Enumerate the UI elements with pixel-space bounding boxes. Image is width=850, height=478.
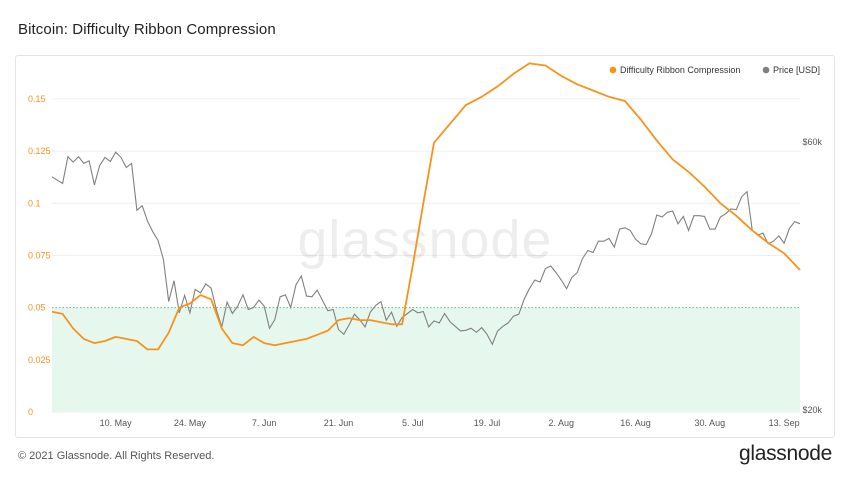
x-tick-label: 24. May	[174, 418, 207, 428]
left-tick-label: 0.025	[28, 355, 51, 365]
legend: Difficulty Ribbon Compression Price [USD…	[609, 65, 820, 75]
legend-item-price[interactable]: Price [USD]	[762, 65, 820, 75]
x-tick-label: 7. Jun	[252, 418, 277, 428]
compression-series-line	[51, 62, 801, 351]
page-title: Bitcoin: Difficulty Ribbon Compression	[18, 21, 276, 38]
x-tick-label: 19. Jul	[474, 418, 501, 428]
left-tick-label: 0.125	[28, 146, 51, 156]
right-tick-label: $60k	[802, 137, 822, 147]
left-tick-label: 0.1	[28, 198, 41, 208]
watermark: glassnode	[297, 210, 552, 270]
right-tick-label: $20k	[802, 405, 822, 415]
x-tick-label: 10. May	[100, 418, 133, 428]
legend-label-compression: Difficulty Ribbon Compression	[620, 65, 740, 75]
x-tick-label: 16. Aug	[620, 418, 651, 428]
x-tick-label: 5. Jul	[402, 418, 424, 428]
left-tick-label: 0.15	[28, 94, 46, 104]
legend-label-price: Price [USD]	[773, 65, 820, 75]
x-tick-label: 30. Aug	[695, 418, 726, 428]
right-axis-ticks: $20k $60k	[802, 137, 822, 415]
x-tick-label: 2. Aug	[549, 418, 575, 428]
threshold-fill	[52, 307, 800, 412]
copyright-footer: © 2021 Glassnode. All Rights Reserved.	[18, 450, 215, 462]
x-tick-label: 21. Jun	[324, 418, 354, 428]
legend-item-compression[interactable]: Difficulty Ribbon Compression	[609, 65, 741, 75]
brand-logo: glassnode	[738, 442, 832, 465]
x-tick-label: 13. Sep	[769, 418, 800, 428]
left-tick-label: 0.05	[28, 303, 46, 313]
legend-dot-compression	[609, 66, 617, 74]
left-axis-ticks: 0 0.025 0.05 0.075 0.1 0.125 0.15	[28, 94, 51, 417]
legend-dot-price	[762, 66, 770, 74]
left-tick-label: 0.075	[28, 250, 51, 260]
left-tick-label: 0	[28, 407, 33, 417]
x-axis-ticks: 10. May 24. May 7. Jun 21. Jun 5. Jul 19. Jul…	[100, 418, 800, 428]
